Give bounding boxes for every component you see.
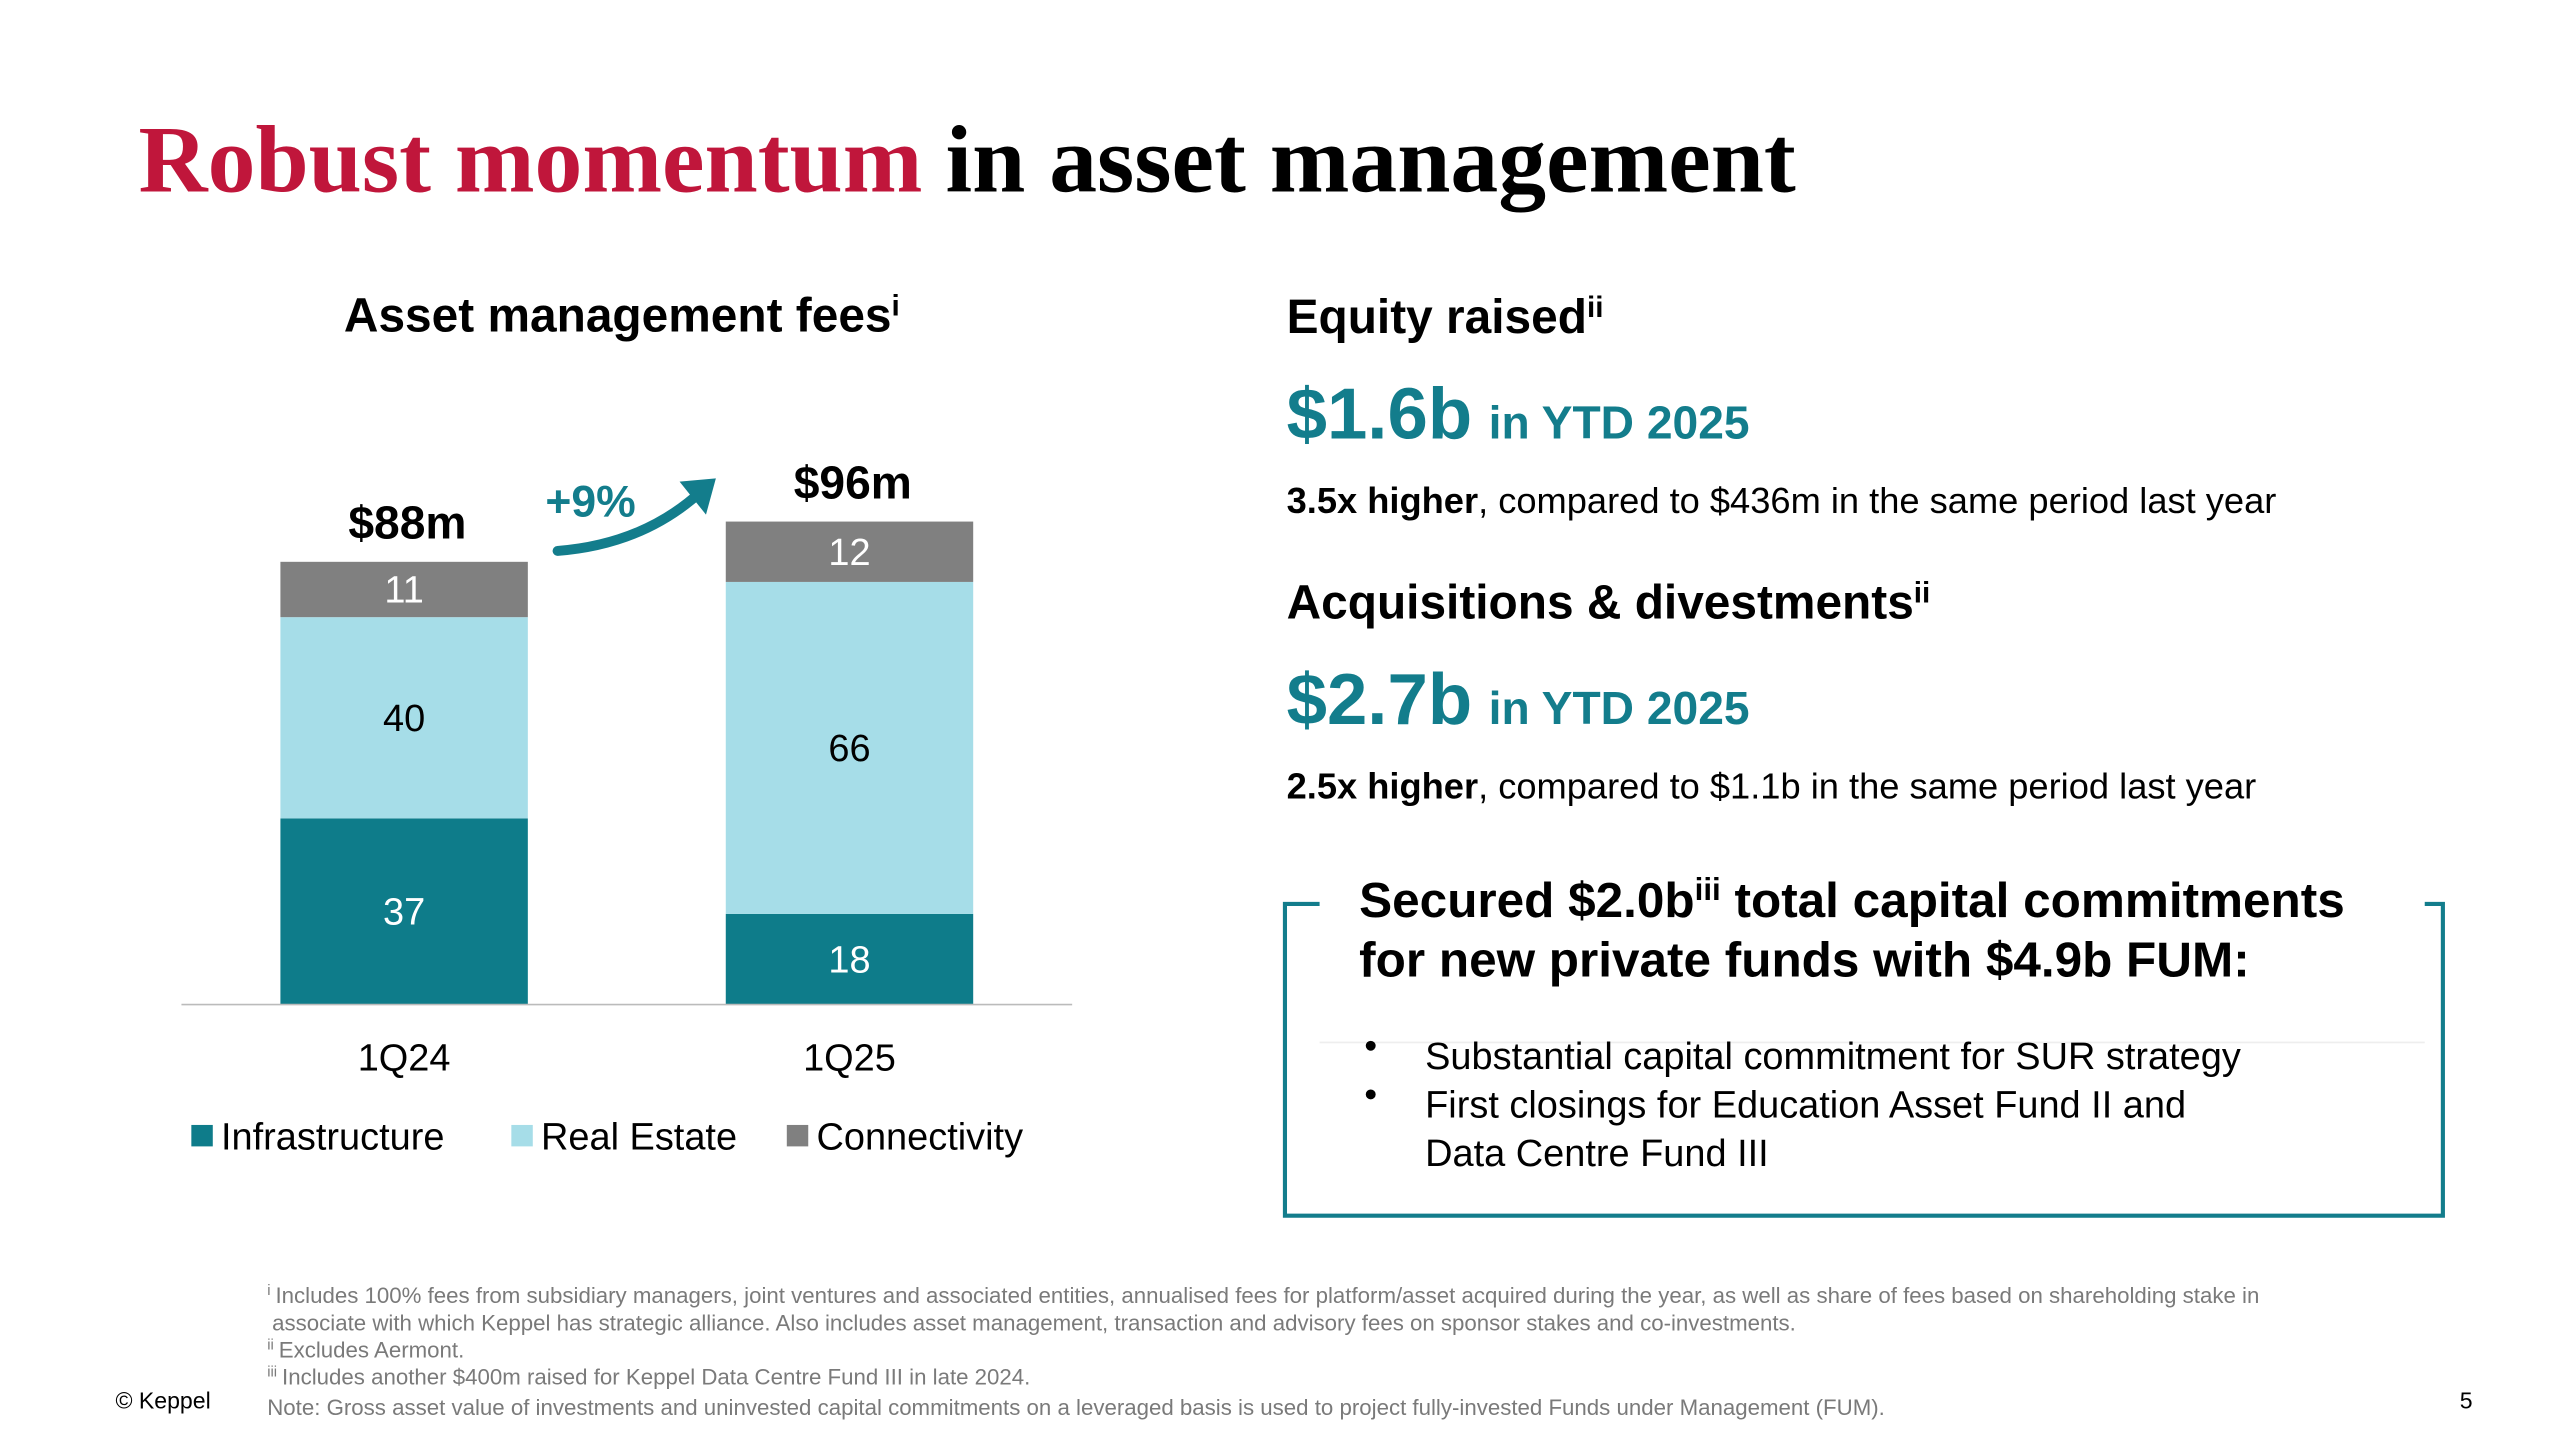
section-heading: Equity raisedii <box>1287 291 1604 344</box>
detail: , compared to $436m in the same period l… <box>1478 480 2276 521</box>
copyright: © Keppel <box>115 1388 210 1414</box>
total-label: $96m <box>794 456 912 508</box>
bar-segment <box>725 913 974 1005</box>
footnote-text: associate with which Keppel has strategi… <box>272 1310 1796 1335</box>
bar-segment <box>725 581 974 914</box>
section-detail: 3.5x higher, compared to $436m in the sa… <box>1287 480 2277 521</box>
section-heading-text: Equity raised <box>1287 291 1587 344</box>
segment-label: 12 <box>828 532 870 574</box>
period: in YTD 2025 <box>1489 397 1750 449</box>
box-heading-note: iii <box>1695 872 1721 907</box>
chart-title: Asset management feesi <box>344 289 900 342</box>
section-amount: $1.6b in YTD 2025 <box>1287 374 1750 455</box>
bullet-text: Data Centre Fund III <box>1425 1133 1769 1175</box>
footnote-marker: i <box>267 1283 270 1299</box>
footnote: ii Excludes Aermont. <box>267 1338 464 1363</box>
section-heading-note: ii <box>1914 576 1931 609</box>
bar-segment <box>280 818 528 1005</box>
growth-annotation: +9% <box>545 477 635 526</box>
legend-swatch <box>191 1124 213 1147</box>
footnote-note: Note: Gross asset value of investments a… <box>267 1395 1885 1420</box>
bullet-dot <box>1365 1089 1376 1100</box>
bullet-text: First closings for Education Asset Fund … <box>1425 1085 2186 1127</box>
footnote: iii Includes another $400m raised for Kep… <box>267 1365 1030 1390</box>
footnote: i Includes 100% fees from subsidiary mana… <box>267 1283 2259 1308</box>
detail-bold: 3.5x higher <box>1287 480 1478 521</box>
box-heading-line2: for new private funds with $4.9b FUM: <box>1359 932 2250 987</box>
section-heading-note: ii <box>1587 291 1604 324</box>
title-rest: in asset management <box>946 106 1796 212</box>
commitments-box <box>1282 901 2445 1218</box>
footnotes: i Includes 100% fees from subsidiary mana… <box>267 1283 2259 1420</box>
bar-segment <box>280 561 528 618</box>
box-heading-end: total capital commitments <box>1721 873 2345 928</box>
page-number: 5 <box>2460 1388 2473 1414</box>
segment-label: 11 <box>384 570 423 612</box>
section-heading-text: Acquisitions & divestments <box>1287 577 1914 630</box>
bar-segment <box>280 617 528 819</box>
box-heading-start: Secured $2.0b <box>1359 873 1694 928</box>
growth-arrow-head <box>679 478 716 515</box>
detail-bold: 2.5x higher <box>1287 765 1478 806</box>
total-label: $88m <box>348 497 466 549</box>
section-detail: 2.5x higher, compared to $1.1b in the sa… <box>1287 765 2257 806</box>
amount: $2.7b <box>1287 659 1473 740</box>
x-tick-label: 1Q24 <box>358 1038 451 1080</box>
footnote-text: Includes another $400m raised for Keppel… <box>282 1365 1030 1390</box>
bar-segment <box>725 521 974 582</box>
stacked-bar-chart: 37 40 11 $88m 1Q24 18 66 12 $96m 1Q25 Infrastructu… <box>181 456 1073 1159</box>
slide-title: Robust momentum in asset management <box>139 106 1796 212</box>
section-heading: Acquisitions & divestmentsii <box>1287 576 1931 630</box>
footnote-marker: iii <box>267 1365 277 1381</box>
box-bullets: Substantial capital commitment for SUR s… <box>1365 1036 2241 1175</box>
legend-label: Connectivity <box>816 1117 1023 1159</box>
footnote-text: Excludes Aermont. <box>279 1338 465 1363</box>
box-heading: Secured $2.0biii total capital commitmen… <box>1359 872 2345 929</box>
legend-label: Real Estate <box>541 1117 737 1159</box>
section-amount: $2.7b in YTD 2025 <box>1287 659 1750 740</box>
segment-label: 18 <box>828 939 870 981</box>
x-tick-label: 1Q25 <box>803 1038 896 1080</box>
bullet-text: Substantial capital commitment for SUR s… <box>1425 1036 2241 1078</box>
segment-label: 66 <box>828 728 870 770</box>
legend-label: Infrastructure <box>221 1117 444 1159</box>
detail: , compared to $1.1b in the same period l… <box>1478 765 2256 806</box>
footnote-text: Includes 100% fees from subsidiary manag… <box>275 1283 2259 1308</box>
segment-label: 40 <box>383 698 425 740</box>
chart-title-note: i <box>892 289 900 322</box>
footnote-marker: ii <box>267 1338 274 1354</box>
bullet-dot <box>1365 1040 1376 1051</box>
legend-swatch <box>786 1124 809 1147</box>
title-highlight: Robust momentum <box>139 106 923 212</box>
legend-swatch <box>511 1124 533 1147</box>
footnote: associate with which Keppel has strategi… <box>272 1310 1796 1335</box>
chart-title-text: Asset management fees <box>344 290 892 343</box>
growth-arrow <box>552 486 706 556</box>
period: in YTD 2025 <box>1489 682 1750 734</box>
amount: $1.6b <box>1287 374 1473 455</box>
segment-label: 37 <box>383 892 425 934</box>
